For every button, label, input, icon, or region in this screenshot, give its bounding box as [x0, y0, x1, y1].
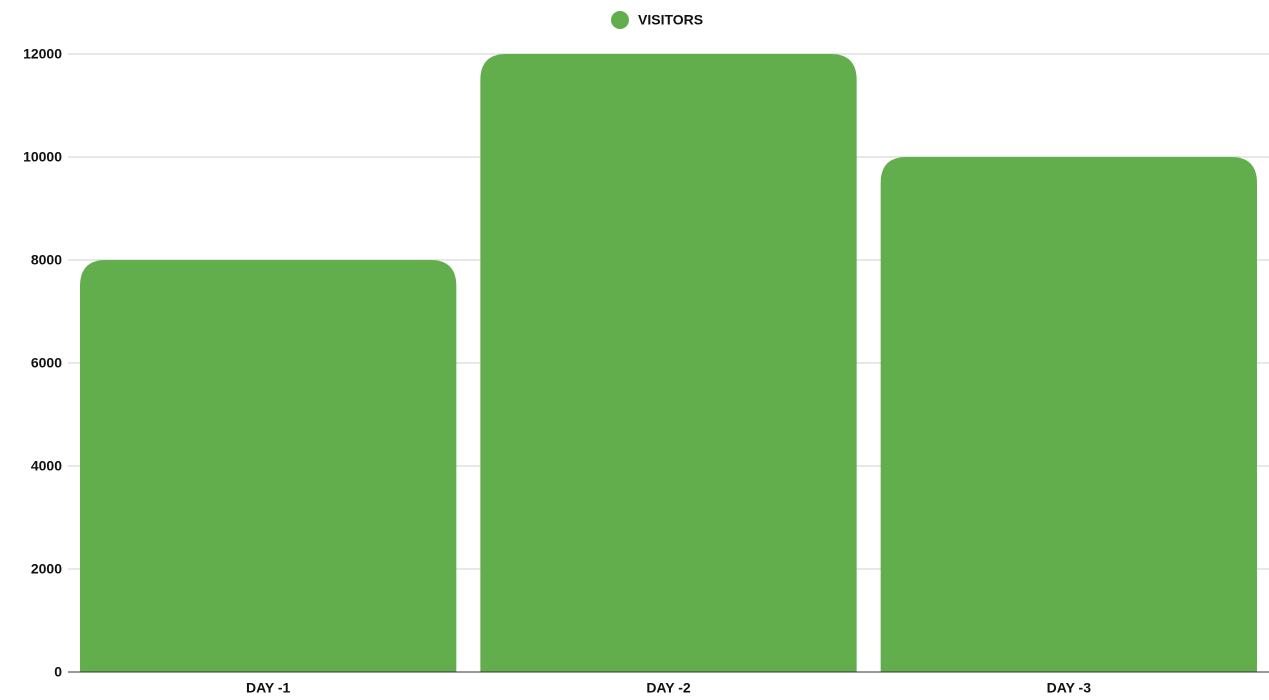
x-tick-label: DAY -2: [646, 680, 691, 696]
bar: [880, 157, 1257, 672]
legend-swatch: [611, 11, 629, 29]
y-tick-label: 8000: [31, 252, 62, 268]
y-tick-label: 4000: [31, 458, 62, 474]
y-tick-label: 2000: [31, 561, 62, 577]
x-tick-label: DAY -3: [1047, 680, 1092, 696]
bar: [80, 260, 457, 672]
y-tick-label: 10000: [23, 149, 62, 165]
x-tick-label: DAY -1: [246, 680, 291, 696]
legend-label: VISITORS: [638, 12, 703, 28]
y-tick-label: 12000: [23, 46, 62, 62]
y-tick-label: 0: [54, 664, 62, 680]
y-tick-label: 6000: [31, 355, 62, 371]
bar: [480, 54, 857, 672]
